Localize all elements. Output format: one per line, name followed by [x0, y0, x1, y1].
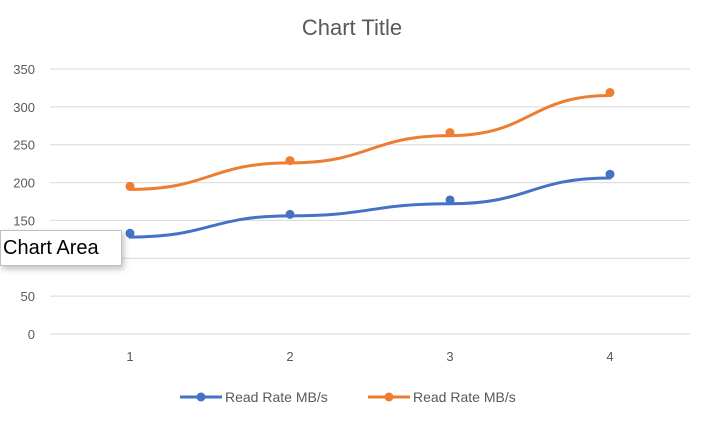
chart-title[interactable]: Chart Title	[302, 15, 402, 40]
data-point[interactable]	[125, 181, 135, 191]
y-tick-label: 300	[13, 100, 35, 115]
y-tick-label: 200	[13, 176, 35, 191]
series-1[interactable]	[125, 169, 615, 239]
legend-marker	[196, 392, 206, 402]
y-tick-label: 350	[13, 62, 35, 77]
trend-line[interactable]	[128, 176, 612, 239]
chart-area-tooltip: Chart Area	[0, 230, 122, 266]
data-point[interactable]	[285, 209, 295, 219]
trend-line[interactable]	[128, 94, 612, 191]
legend-label: Read Rate MB/s	[413, 389, 516, 405]
y-tick-label: 150	[13, 213, 35, 228]
data-point[interactable]	[285, 156, 295, 166]
series-2[interactable]	[125, 87, 615, 191]
gridlines	[50, 68, 690, 335]
x-tick-label: 4	[606, 349, 613, 364]
x-tick-label: 2	[286, 349, 293, 364]
data-point[interactable]	[445, 128, 455, 138]
x-tick-label: 3	[446, 349, 453, 364]
legend-label: Read Rate MB/s	[225, 389, 328, 405]
x-axis: 1 2 3 4	[126, 349, 613, 364]
x-tick-label: 1	[126, 349, 133, 364]
y-tick-label: 250	[13, 138, 35, 153]
data-point[interactable]	[445, 195, 455, 205]
legend[interactable]: Read Rate MB/s Read Rate MB/s	[180, 389, 516, 405]
series-group	[125, 87, 615, 239]
legend-item-2[interactable]: Read Rate MB/s	[368, 389, 516, 405]
legend-marker	[384, 392, 394, 402]
data-point[interactable]	[125, 228, 135, 238]
legend-item-1[interactable]: Read Rate MB/s	[180, 389, 328, 405]
y-tick-label: 0	[28, 327, 35, 342]
y-tick-label: 50	[21, 289, 35, 304]
data-point[interactable]	[605, 169, 615, 179]
data-point[interactable]	[605, 87, 615, 97]
